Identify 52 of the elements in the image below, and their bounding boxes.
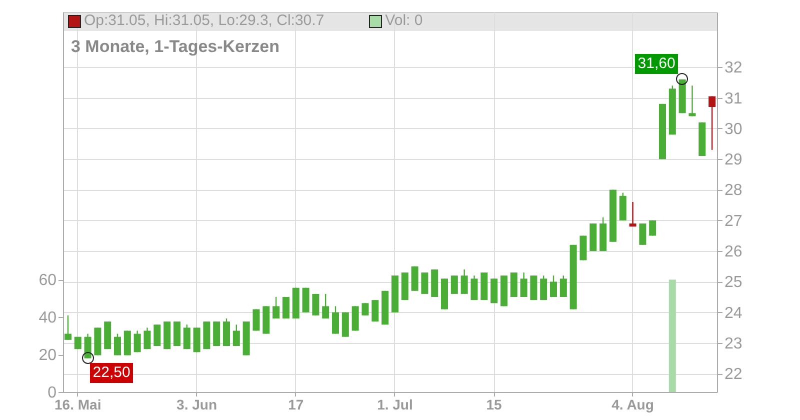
- y2-tick-label: 20: [38, 347, 57, 364]
- candlestick: [272, 296, 280, 320]
- candlestick: [560, 274, 567, 298]
- y-tick-label: 27: [724, 212, 742, 230]
- candlestick: [639, 222, 646, 246]
- y-tick-label: 28: [724, 182, 742, 200]
- candlestick: [688, 84, 696, 117]
- candlestick: [421, 272, 428, 295]
- annotation: Vol: 0: [385, 12, 423, 30]
- candlestick: [134, 330, 141, 353]
- x-tick-label: 16. Mai: [54, 396, 102, 412]
- candlestick: [332, 306, 339, 334]
- y-tick-label: 24: [724, 304, 742, 322]
- candlestick: [144, 327, 151, 350]
- y2-tick-label: 60: [38, 272, 57, 290]
- y-tick-label: 29: [724, 152, 742, 169]
- candlestick: [708, 96, 716, 151]
- candlestick: [322, 293, 330, 320]
- candlestick: [540, 274, 548, 301]
- x-tick-label: 15: [486, 396, 502, 412]
- candlestick: [460, 268, 468, 295]
- candlestick: [550, 274, 557, 298]
- y-tick-label: 26: [724, 244, 742, 261]
- y-tick-label: 23: [724, 335, 742, 352]
- y-tick-label: 32: [724, 60, 742, 77]
- x-tick-label: 3. Jun: [176, 396, 218, 412]
- y-tick-label: 22: [724, 366, 742, 384]
- text: 3 Monate, 1-Tages-Kerzen: [71, 37, 280, 57]
- candlestick: [450, 274, 458, 295]
- x-tick-label: 4. Aug: [612, 396, 654, 412]
- y-tick-label: 31: [724, 90, 742, 108]
- annotation: 31,60: [634, 54, 678, 74]
- annotation: Op:31.05, Hi:31.05, Lo:29.3, Cl:30.7: [84, 12, 324, 30]
- y-tick-label: 25: [724, 274, 742, 292]
- candlestick: [154, 324, 161, 347]
- y2-tick-label: 40: [38, 310, 57, 327]
- x-tick-label: 17: [288, 396, 304, 412]
- candlestick: [114, 333, 121, 356]
- candlestick: [372, 299, 379, 322]
- candlestick: [84, 333, 92, 359]
- x-tick-label: 1. Jul: [377, 396, 413, 412]
- y2-tick-label: 0: [48, 384, 57, 402]
- candlestick: [470, 274, 478, 301]
- annotation: 22,50: [90, 363, 134, 384]
- candlestick: [183, 324, 190, 350]
- y-tick-label: 30: [724, 120, 742, 138]
- candlestick: [520, 272, 528, 298]
- candlestick: [629, 201, 636, 228]
- candlestick: [282, 296, 290, 320]
- candlestick: [312, 293, 320, 316]
- candlestick: [362, 302, 369, 316]
- candlestick: [232, 324, 240, 347]
